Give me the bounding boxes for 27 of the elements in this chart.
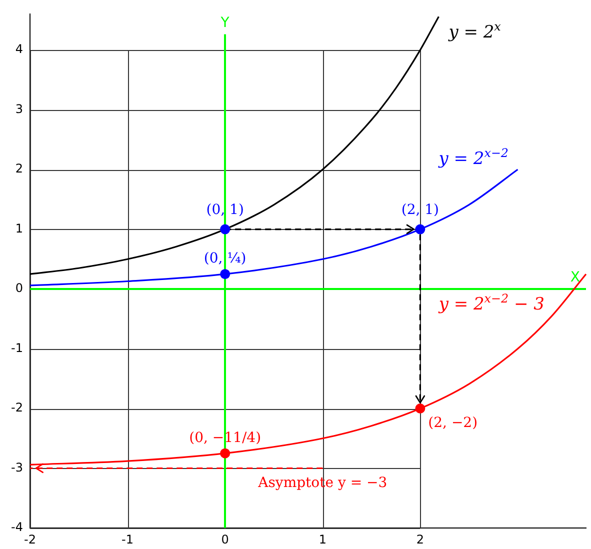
point: [415, 224, 426, 234]
line-series: [29, 168, 519, 286]
point: [220, 269, 230, 280]
y-tick-label: 2: [15, 162, 23, 176]
y-tick-label: 3: [15, 102, 23, 116]
annotation: (2, −2): [428, 415, 478, 432]
x-tick-label: 1: [318, 532, 326, 546]
y-tick-label: 1: [15, 221, 23, 236]
x-tick-label: 0: [221, 532, 229, 546]
point: [220, 224, 230, 234]
y-tick-label: -4: [11, 520, 23, 534]
annotation: (0, ¼): [204, 250, 246, 267]
x-tick-label: -1: [122, 532, 134, 546]
annotation: (2, 1): [401, 202, 439, 218]
y-tick-label: 4: [15, 42, 23, 56]
y-tick-label: 0: [15, 281, 23, 296]
x-tick-label: -2: [24, 532, 36, 546]
y-tick-label: -2: [11, 400, 23, 415]
x-axis-title: X: [570, 270, 580, 286]
point: [220, 448, 230, 458]
point: [415, 404, 426, 414]
y-axis-title: Y: [220, 14, 230, 31]
y-tick-label: -1: [11, 340, 23, 355]
line-series: [29, 273, 587, 466]
y-tick-label: -3: [11, 460, 23, 474]
annotation: (0, 1): [206, 202, 244, 218]
x-tick-label: 2: [416, 532, 424, 546]
